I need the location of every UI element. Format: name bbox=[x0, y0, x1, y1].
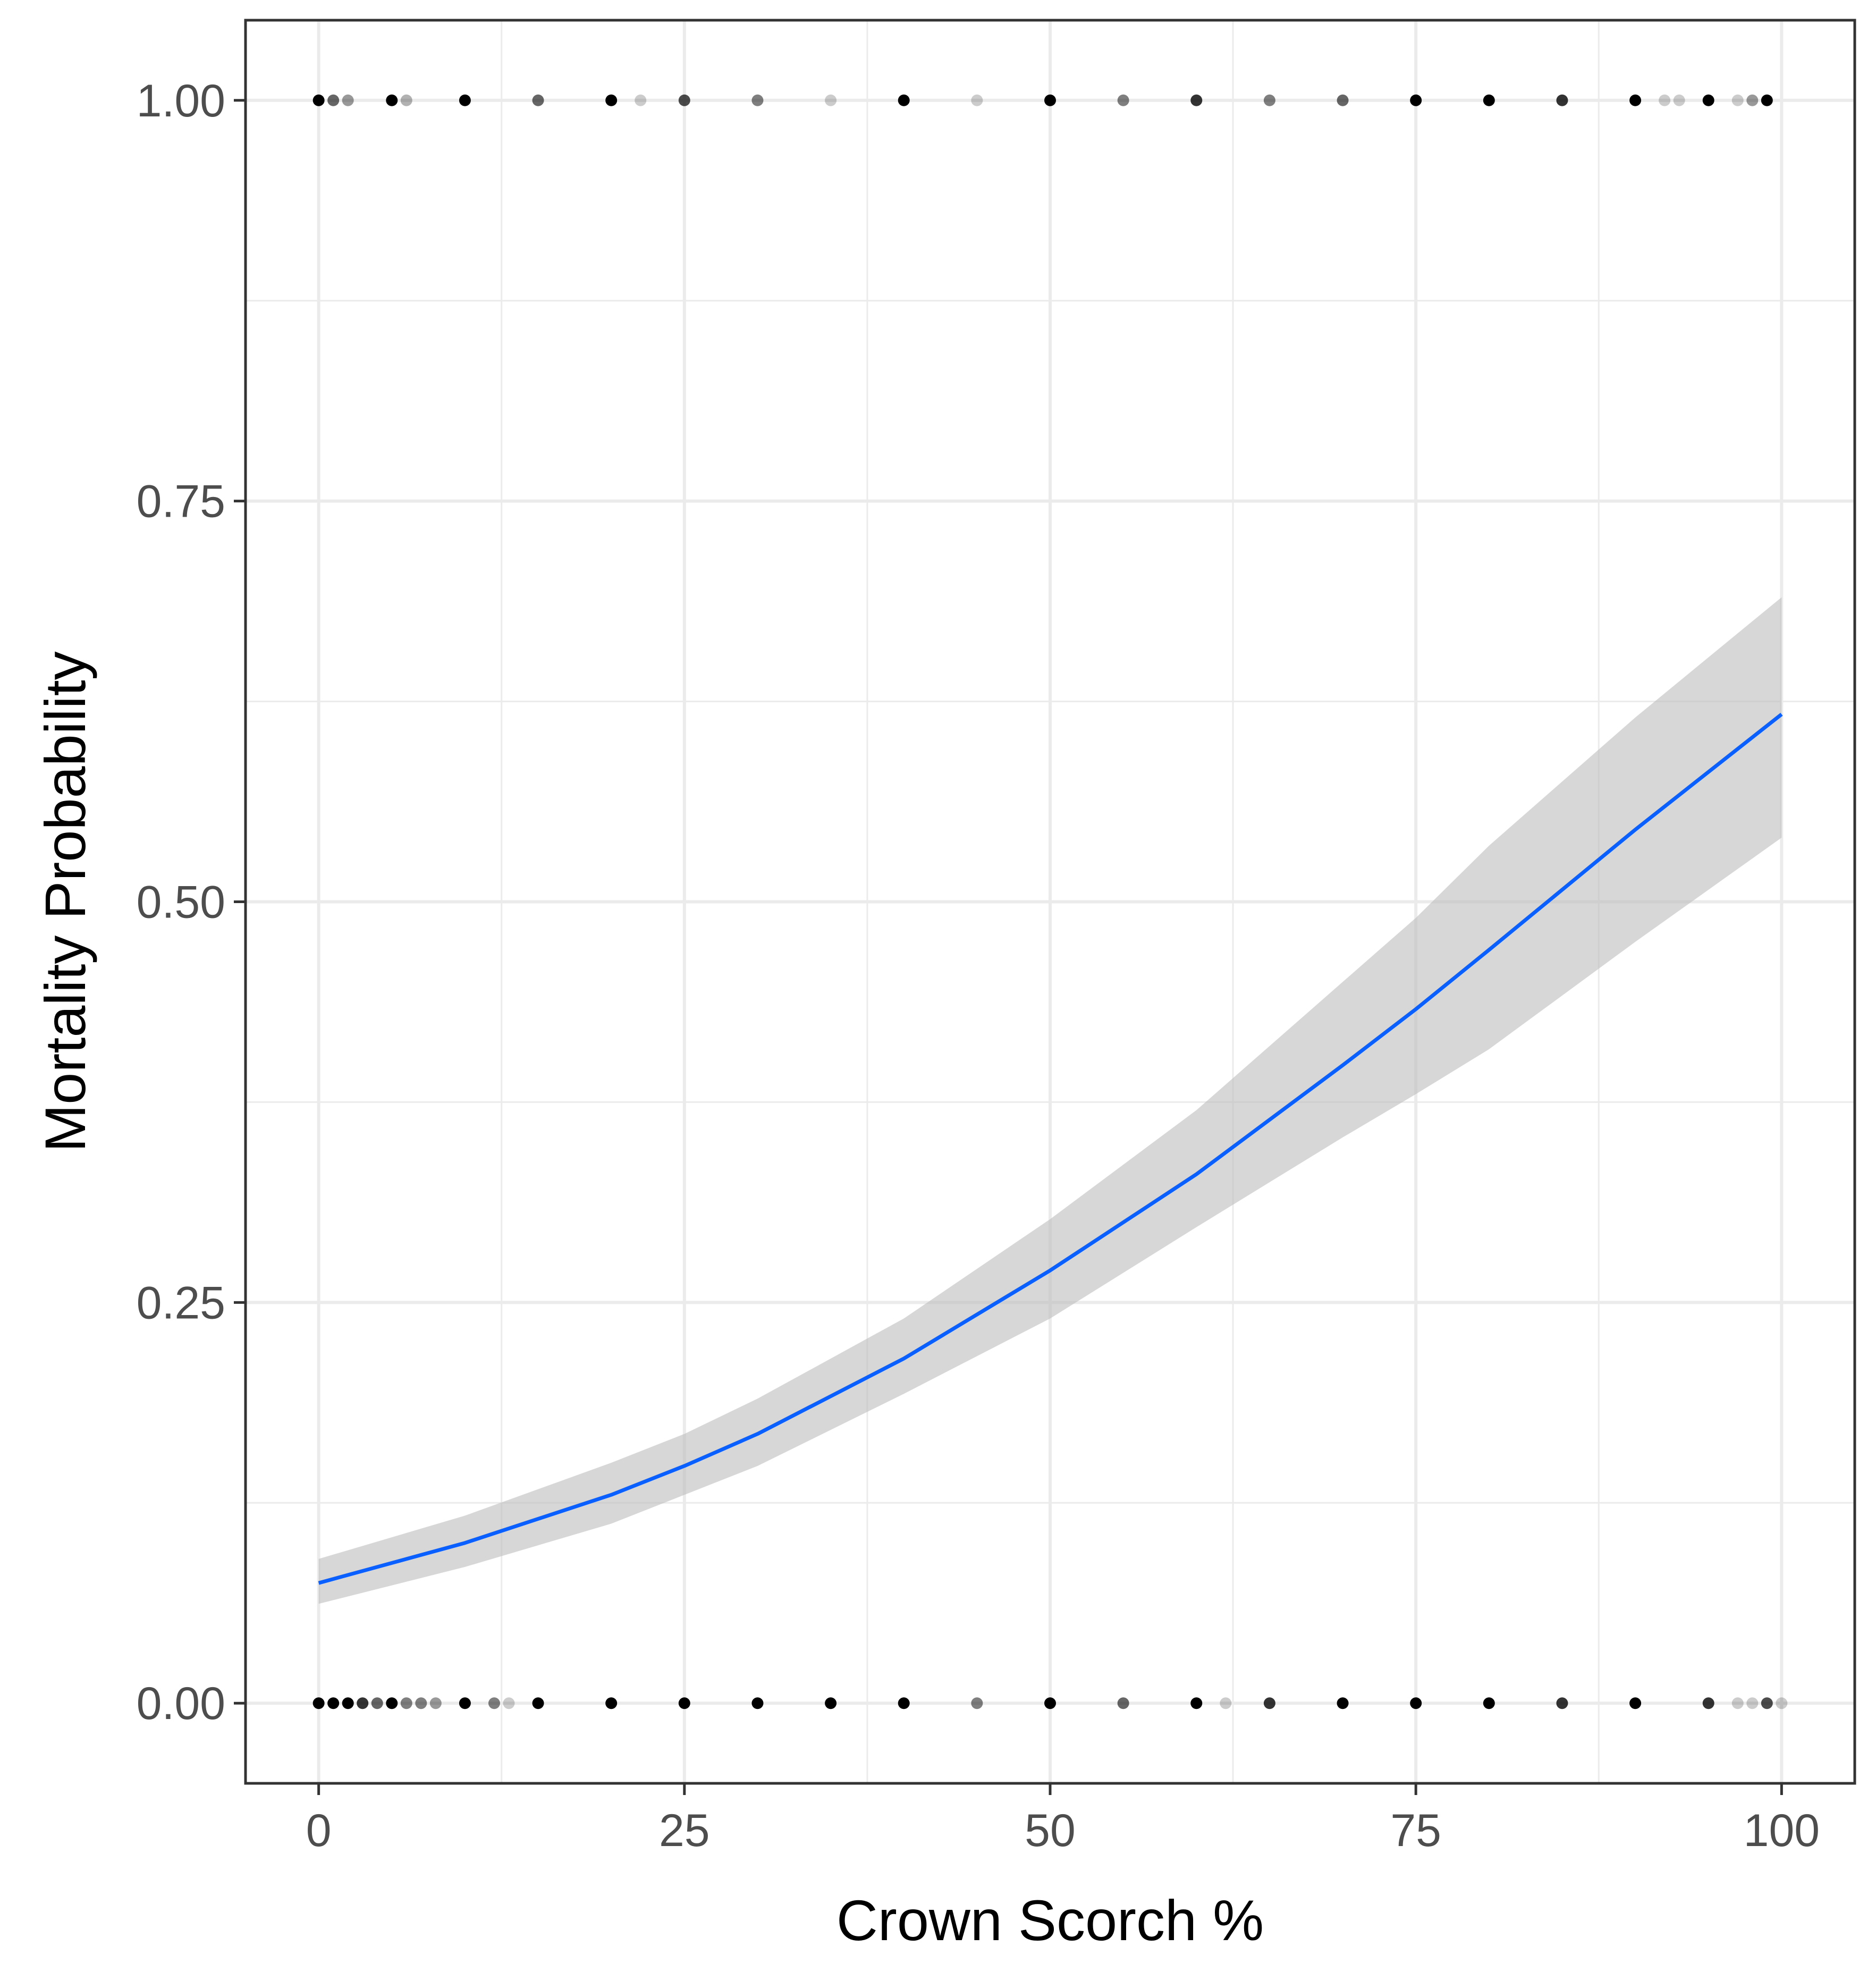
data-point bbox=[605, 1697, 618, 1709]
data-point bbox=[532, 94, 544, 106]
data-point bbox=[1731, 1697, 1744, 1709]
data-point bbox=[386, 94, 398, 106]
data-point bbox=[342, 1697, 354, 1709]
data-point bbox=[342, 94, 354, 106]
data-point bbox=[751, 1697, 764, 1709]
data-point bbox=[1190, 94, 1203, 106]
data-point bbox=[400, 94, 412, 106]
data-point bbox=[1556, 94, 1568, 106]
data-point bbox=[386, 1697, 398, 1709]
data-point bbox=[1761, 94, 1773, 106]
x-tick-label: 0 bbox=[306, 1805, 332, 1856]
data-point bbox=[1776, 1697, 1788, 1709]
data-point bbox=[635, 94, 647, 106]
data-point bbox=[1337, 1697, 1349, 1709]
data-point bbox=[971, 1697, 983, 1709]
data-point bbox=[1731, 94, 1744, 106]
y-axis-ticks: 0.00 0.25 0.50 0.75 1.00 bbox=[137, 75, 246, 1729]
data-point bbox=[751, 94, 764, 106]
data-point bbox=[1746, 1697, 1759, 1709]
data-points bbox=[312, 94, 1788, 1709]
y-tick-label: 1.00 bbox=[137, 75, 225, 127]
data-point bbox=[1044, 1697, 1056, 1709]
data-point bbox=[1117, 94, 1129, 106]
x-tick-label: 50 bbox=[1025, 1805, 1076, 1856]
data-point bbox=[1044, 94, 1056, 106]
data-point bbox=[1263, 1697, 1275, 1709]
fit-line-layer bbox=[318, 712, 1783, 1585]
data-point bbox=[605, 94, 618, 106]
data-point bbox=[1263, 94, 1275, 106]
data-point bbox=[459, 1697, 471, 1709]
data-point bbox=[898, 94, 910, 106]
x-tick-label: 75 bbox=[1390, 1805, 1441, 1856]
data-point bbox=[312, 94, 325, 106]
x-tick-label: 100 bbox=[1744, 1805, 1820, 1856]
data-point bbox=[1483, 94, 1495, 106]
data-point bbox=[327, 94, 340, 106]
data-point bbox=[459, 94, 471, 106]
y-tick-label: 0.25 bbox=[137, 1277, 225, 1328]
data-point bbox=[503, 1697, 515, 1709]
y-tick-label: 0.75 bbox=[137, 476, 225, 527]
data-point bbox=[1556, 1697, 1568, 1709]
x-tick-label: 25 bbox=[659, 1805, 710, 1856]
data-point bbox=[898, 1697, 910, 1709]
data-point bbox=[488, 1697, 500, 1709]
data-point bbox=[415, 1697, 427, 1709]
data-point bbox=[1673, 94, 1685, 106]
y-tick-label: 0.50 bbox=[137, 877, 225, 928]
data-point bbox=[825, 94, 837, 106]
data-point bbox=[678, 1697, 690, 1709]
data-point bbox=[532, 1697, 544, 1709]
y-tick-label: 0.00 bbox=[137, 1678, 225, 1729]
data-point bbox=[971, 94, 983, 106]
data-point bbox=[400, 1697, 412, 1709]
data-point bbox=[1629, 1697, 1642, 1709]
x-axis-ticks: 0 25 50 75 100 bbox=[306, 1783, 1820, 1856]
data-point bbox=[357, 1697, 369, 1709]
data-point bbox=[1410, 1697, 1422, 1709]
fit-line bbox=[318, 712, 1783, 1585]
data-point bbox=[1410, 94, 1422, 106]
y-axis-title: Mortality Probability bbox=[33, 651, 97, 1152]
data-point bbox=[1337, 94, 1349, 106]
data-point bbox=[1629, 94, 1642, 106]
data-point bbox=[825, 1697, 837, 1709]
data-point bbox=[1483, 1697, 1495, 1709]
data-point bbox=[678, 94, 690, 106]
x-axis-title: Crown Scorch % bbox=[836, 1888, 1264, 1952]
data-point bbox=[1659, 94, 1671, 106]
data-point bbox=[1702, 94, 1714, 106]
data-point bbox=[1746, 94, 1759, 106]
data-point bbox=[1190, 1697, 1203, 1709]
data-point bbox=[312, 1697, 325, 1709]
data-point bbox=[327, 1697, 340, 1709]
data-point bbox=[1761, 1697, 1773, 1709]
data-point bbox=[1117, 1697, 1129, 1709]
data-point bbox=[429, 1697, 442, 1709]
data-point bbox=[371, 1697, 383, 1709]
data-point bbox=[1220, 1697, 1232, 1709]
data-point bbox=[1702, 1697, 1714, 1709]
